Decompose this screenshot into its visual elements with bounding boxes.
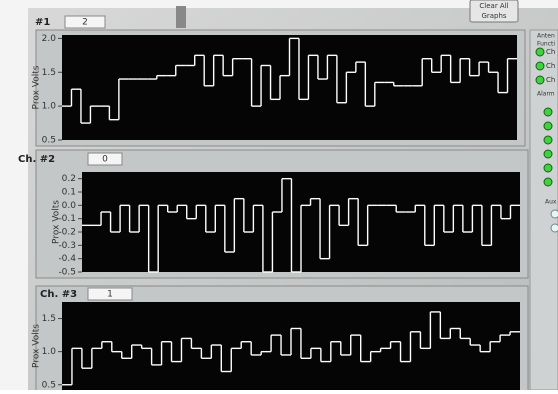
y-tick-label: -0.1 (58, 214, 76, 224)
led (544, 122, 552, 130)
led (551, 224, 558, 232)
side-label: Ch (546, 76, 555, 84)
side-label: Aux (545, 199, 557, 206)
screen: Clear All Graphs Anten Functi Alarm Aux … (0, 0, 558, 390)
led (544, 164, 552, 172)
y-tick-label: 0.1 (62, 188, 76, 198)
toggle-switch[interactable] (176, 6, 186, 28)
channel-label: Ch. #3 (40, 289, 77, 300)
y-tick-label: 1.5 (42, 314, 56, 324)
channel-label: #1 (35, 17, 50, 28)
y-axis-title: Prox Volts (32, 324, 42, 368)
y-tick-label: 1.5 (42, 68, 56, 78)
led (544, 136, 552, 144)
led (544, 150, 552, 158)
y-tick-label: -0.3 (58, 241, 76, 251)
led (544, 178, 552, 186)
channel-label: Ch. #2 (18, 154, 55, 165)
y-tick-label: 1.0 (42, 102, 57, 112)
side-label: Alarm (537, 91, 555, 98)
led (536, 62, 544, 70)
channel-value: 2 (82, 18, 88, 28)
y-tick-label: 0.2 (62, 174, 76, 184)
y-axis-title: Prox Volts (32, 65, 42, 109)
led (536, 48, 544, 56)
side-label: Ch (546, 48, 555, 56)
y-tick-label: 0.5 (42, 136, 56, 146)
led (544, 108, 552, 116)
y-tick-label: 0.0 (62, 201, 77, 211)
side-label: Functi (537, 41, 555, 48)
channel-value: 1 (107, 290, 113, 300)
side-label: Anten (537, 33, 555, 40)
y-tick-label: -0.2 (58, 228, 76, 238)
led (551, 210, 558, 218)
button-text: Graphs (481, 12, 506, 20)
y-tick-label: 1.0 (42, 347, 57, 357)
y-tick-label: -0.5 (58, 268, 76, 278)
channel-value: 0 (102, 155, 108, 165)
side-label: Ch (546, 62, 555, 70)
led (536, 76, 544, 84)
button-text: Clear All (479, 2, 508, 10)
y-tick-label: 0.5 (42, 380, 56, 390)
y-tick-label: 2.0 (42, 34, 57, 44)
y-tick-label: -0.4 (58, 254, 76, 264)
